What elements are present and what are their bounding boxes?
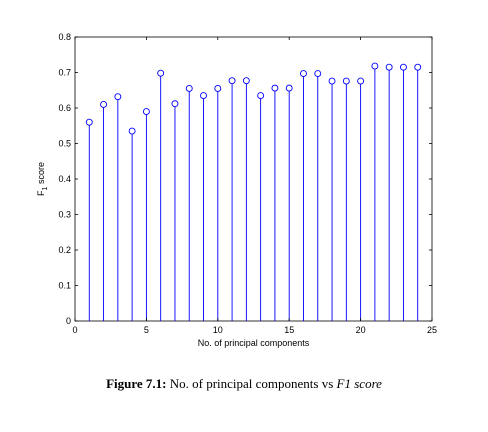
y-axis-label-sub: 1 [42,186,49,190]
x-tick-label: 10 [213,325,223,335]
y-tick-label: 0.2 [58,245,71,255]
stem-marker [157,69,165,77]
plot-frame [74,36,433,322]
y-axis-label: F1 score [36,162,49,196]
stem-marker [85,118,93,126]
stem-marker [271,84,279,92]
stem-marker [185,85,193,92]
stem-marker [414,63,422,71]
x-tick-label: 5 [144,325,149,335]
stem-marker [142,108,150,116]
y-tick-label: 0.1 [58,281,71,291]
y-tick-label: 0.7 [58,68,71,78]
caption-label: Figure 7.1: [106,376,167,391]
y-axis-label-main: F [36,190,46,196]
stem-marker [314,70,322,78]
stem-marker [257,92,265,100]
y-tick-label: 0.8 [58,32,71,42]
plot-area [74,36,433,322]
stem-marker [100,100,108,108]
x-axis-ticks: 0 5 10 15 20 25 [72,37,437,335]
x-tick-label: 20 [356,325,366,335]
stem-marker [371,62,379,70]
stem-marker [342,77,350,85]
x-tick-label: 25 [427,325,437,335]
x-axis-label: No. of principal components [198,338,310,348]
y-tick-label: 0 [66,316,71,326]
stem-marker [328,77,336,85]
stem-marker [128,127,136,135]
stem-marker [385,63,393,71]
x-tick-label: 0 [72,325,77,335]
stem-marker [285,84,293,92]
caption-italic: F1 score [336,376,382,391]
y-axis-ticks: 0 0.1 0.2 0.3 0.4 0.5 0.6 0.7 0.8 [58,32,432,326]
y-tick-label: 0.5 [58,139,71,149]
stem-marker [357,77,365,85]
figure-caption: Figure 7.1: No. of principal components … [0,376,488,392]
stem-series [85,62,422,321]
stem-marker [300,70,307,78]
stem-marker [114,93,122,101]
x-tick-label: 15 [284,325,294,335]
caption-text: No. of principal components vs [169,376,334,391]
y-tick-label: 0.4 [58,174,71,184]
stem-marker [228,77,236,85]
stem-marker [399,63,407,71]
stem-marker [171,100,179,108]
y-axis-label-rest: score [36,162,46,187]
y-tick-label: 0.6 [58,103,71,113]
stem-marker [200,92,207,100]
stem-marker [242,77,250,85]
y-tick-label: 0.3 [58,210,71,220]
stem-marker [214,85,222,92]
